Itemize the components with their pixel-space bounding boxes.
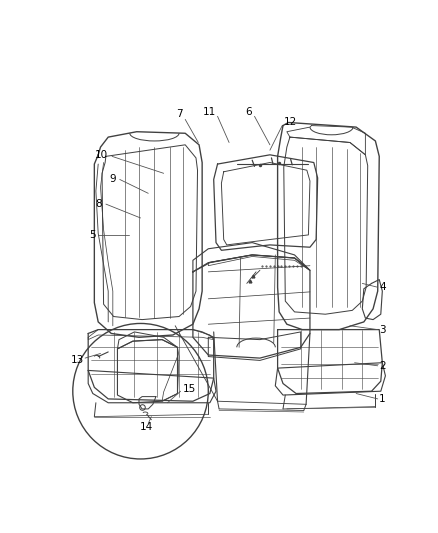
Text: 2: 2 [379,361,386,371]
Text: 15: 15 [183,384,196,394]
Text: 1: 1 [379,394,386,404]
Text: 14: 14 [140,422,153,432]
Text: 3: 3 [379,325,386,335]
Text: 12: 12 [284,117,297,127]
Text: 10: 10 [95,150,108,160]
Text: 11: 11 [203,107,216,117]
Text: 8: 8 [95,199,102,209]
Text: 9: 9 [109,174,116,184]
Text: 13: 13 [71,356,84,366]
Text: 5: 5 [89,230,96,240]
Text: 6: 6 [245,107,252,117]
Text: 7: 7 [176,109,182,119]
Text: 4: 4 [379,282,386,292]
